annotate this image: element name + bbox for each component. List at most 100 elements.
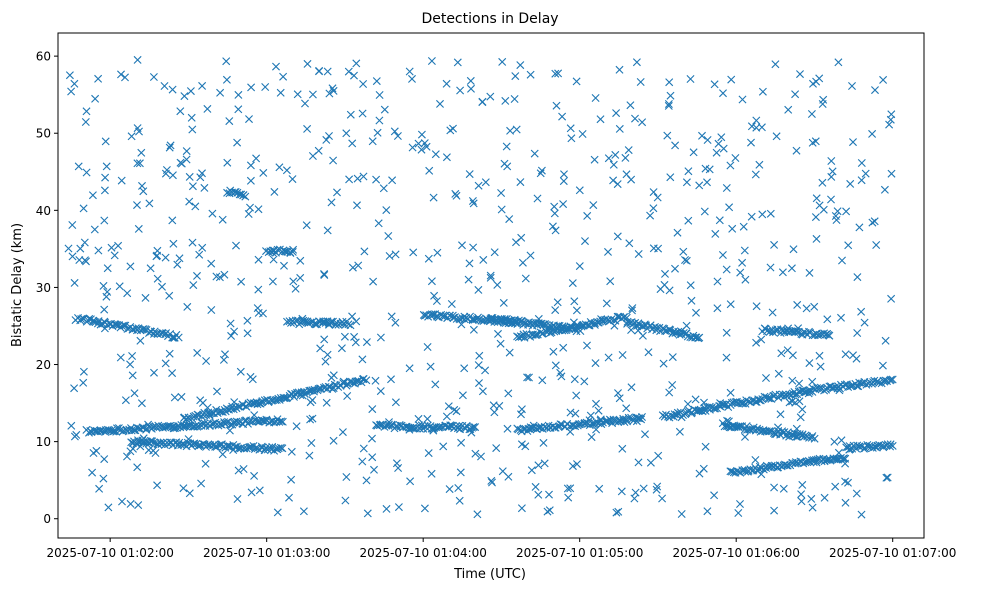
detection-point [752, 338, 761, 347]
detection-point [351, 338, 360, 347]
detection-point [422, 142, 431, 151]
detection-point [457, 320, 466, 329]
detection-point [74, 162, 83, 171]
detection-point [308, 396, 317, 405]
detection-point [123, 289, 132, 298]
detection-point [288, 175, 297, 184]
detection-point [272, 62, 280, 71]
detection-point [569, 318, 578, 327]
detection-point [323, 350, 332, 359]
detection-point [406, 477, 415, 486]
detection-point [359, 80, 368, 88]
detection-point [751, 170, 760, 179]
detection-point [540, 459, 549, 468]
detection-point [144, 420, 153, 429]
detection-point [523, 373, 532, 382]
chart-title: Detections in Delay [421, 11, 558, 27]
detection-point [666, 173, 675, 182]
detection-point [185, 197, 194, 206]
detection-point [269, 255, 278, 264]
detection-point [99, 281, 108, 290]
detection-point [871, 442, 880, 451]
detection-point [807, 494, 816, 503]
detection-point [695, 469, 704, 478]
detection-point [384, 232, 393, 240]
detection-point [575, 262, 584, 271]
detection-point [517, 504, 526, 513]
detection-point [526, 70, 535, 79]
detection-point [490, 408, 499, 417]
detection-point [590, 155, 599, 164]
detection-point [715, 216, 724, 225]
detection-point [323, 226, 332, 235]
detection-point [165, 143, 174, 152]
detection-point [453, 58, 462, 67]
detection-point [179, 484, 188, 493]
detection-point [130, 389, 139, 398]
detection-point [714, 139, 723, 148]
detection-point [885, 120, 894, 129]
detection-point [842, 380, 851, 389]
detection-point [323, 67, 332, 76]
detection-point [747, 212, 756, 221]
detection-point [320, 335, 329, 344]
detection-point [627, 326, 636, 334]
detection-point [698, 131, 706, 140]
detection-point [198, 81, 207, 90]
detection-point [113, 320, 121, 329]
detection-point [684, 216, 693, 225]
detection-point [807, 110, 816, 118]
detection-point [255, 399, 264, 408]
detection-point [723, 416, 732, 425]
detection-point [703, 507, 712, 516]
detection-point [736, 500, 744, 508]
detection-point [173, 260, 182, 269]
detection-point [182, 147, 191, 156]
detection-point [510, 95, 519, 103]
detection-point [353, 201, 361, 210]
detection-point [189, 281, 198, 290]
detection-point [559, 177, 568, 186]
detection-point [736, 398, 745, 407]
detection-point [223, 158, 232, 167]
detection-point [354, 261, 363, 270]
detection-point [420, 504, 429, 513]
detection-point [70, 384, 79, 393]
detection-point [79, 204, 88, 213]
detection-point [408, 143, 417, 152]
detection-point [469, 423, 478, 431]
detection-point [543, 507, 552, 516]
detection-point [832, 454, 841, 463]
detection-point [609, 160, 618, 169]
detection-point [857, 159, 866, 167]
detection-point [64, 244, 73, 253]
detection-point [793, 300, 802, 309]
detection-point [655, 323, 664, 332]
detection-point [340, 332, 349, 341]
detection-point [615, 124, 624, 133]
detection-point [580, 377, 589, 386]
detection-point [193, 348, 202, 357]
detection-point [501, 96, 510, 105]
detection-point [527, 466, 536, 475]
detection-point [177, 440, 186, 449]
detection-point [457, 438, 466, 447]
detection-point [831, 482, 840, 491]
detection-point [638, 413, 646, 421]
detection-point [537, 319, 546, 328]
detection-point [530, 149, 539, 158]
detection-point [455, 496, 464, 505]
detection-point [587, 433, 596, 442]
detection-point [246, 203, 254, 212]
detection-point [452, 407, 461, 416]
detection-point [352, 59, 361, 68]
x-tick-label: 2025-07-10 01:07:00 [829, 546, 956, 560]
detection-point [563, 484, 572, 493]
detection-point [534, 461, 543, 470]
detection-point [388, 176, 397, 185]
detection-point [436, 99, 444, 108]
detection-point [161, 359, 170, 368]
detection-point [855, 442, 864, 451]
detection-point [586, 411, 595, 420]
detection-point [551, 69, 560, 78]
